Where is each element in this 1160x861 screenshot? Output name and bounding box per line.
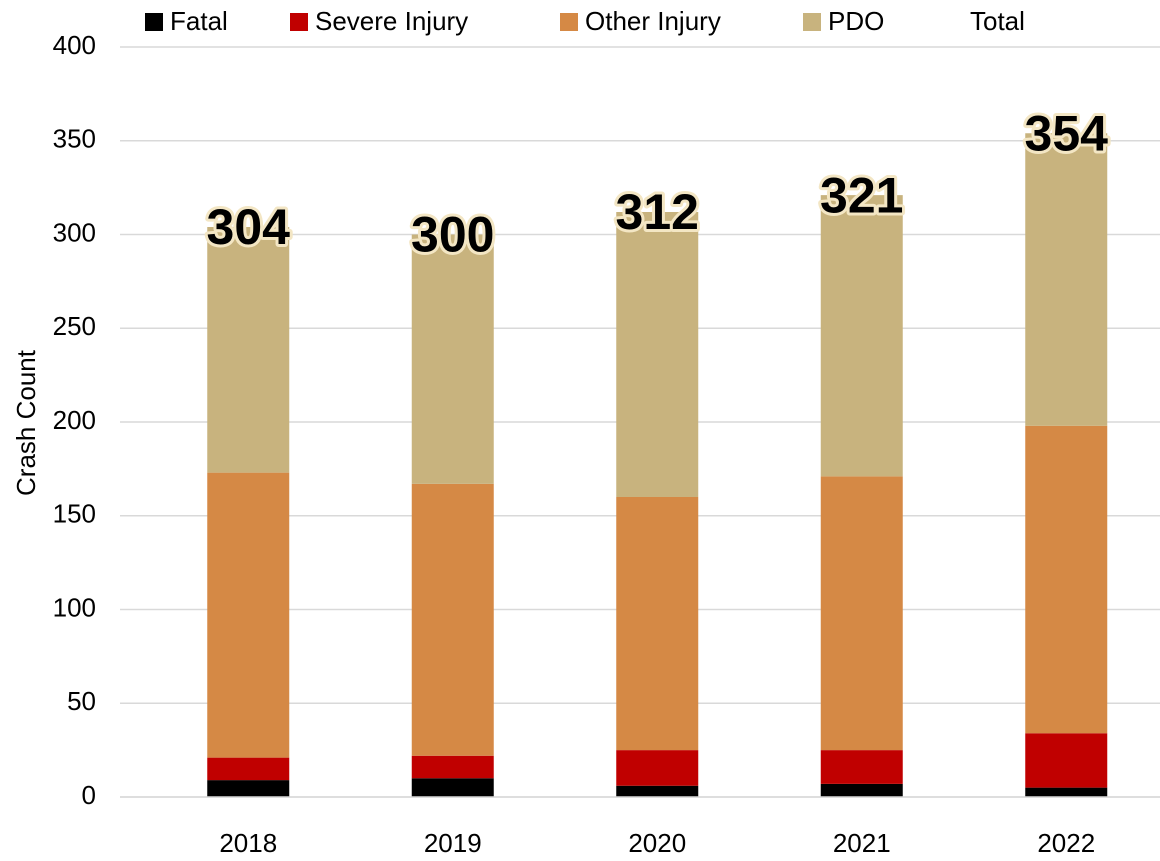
x-tick-label: 2021 [833,828,891,858]
total-label: 312 [616,184,699,240]
x-tick-label: 2019 [424,828,482,858]
bar-segment [1025,733,1108,788]
total-label: 300 [411,207,494,263]
y-tick-label: 300 [53,217,96,247]
bar-segment [411,755,494,779]
bar-segment [820,750,903,784]
bar-segment [207,780,290,797]
legend-label: PDO [828,6,884,36]
total-label: 321 [820,167,903,223]
total-label: 304 [207,199,291,255]
bar-segment [616,212,699,497]
bar-segment [411,234,494,484]
legend-swatch [803,13,821,31]
y-tick-label: 150 [53,499,96,529]
y-tick-label: 50 [67,686,96,716]
legend-label: Other Injury [585,6,721,36]
bar-segment [616,497,699,751]
total-label: 354 [1025,105,1109,161]
legend-swatch [560,13,578,31]
legend-label: Fatal [170,6,228,36]
bar-segment [207,472,290,758]
bar-segment [616,750,699,786]
bar-segment [820,783,903,797]
bar-segment [411,483,494,756]
bar-segment [207,227,290,473]
y-axis-title: Crash Count [11,349,41,496]
bar-segment [1025,425,1108,734]
y-tick-label: 250 [53,311,96,341]
legend-label: Total [970,6,1025,36]
bar-segment [411,778,494,797]
legend-swatch [290,13,308,31]
y-tick-label: 400 [53,30,96,60]
bar-segment [820,195,903,477]
bar-segment [616,785,699,797]
legend-label: Severe Injury [315,6,468,36]
legend-swatch [145,13,163,31]
y-tick-label: 350 [53,124,96,154]
x-tick-label: 2018 [219,828,277,858]
legend-background [100,0,1068,44]
y-tick-label: 100 [53,592,96,622]
y-tick-label: 200 [53,405,96,435]
x-tick-label: 2022 [1037,828,1095,858]
y-tick-label: 0 [82,780,96,810]
bar-segment [207,757,290,781]
bar-segment [820,476,903,751]
bar-segment [1025,787,1108,797]
x-tick-label: 2020 [628,828,686,858]
bar-segment [1025,133,1108,426]
